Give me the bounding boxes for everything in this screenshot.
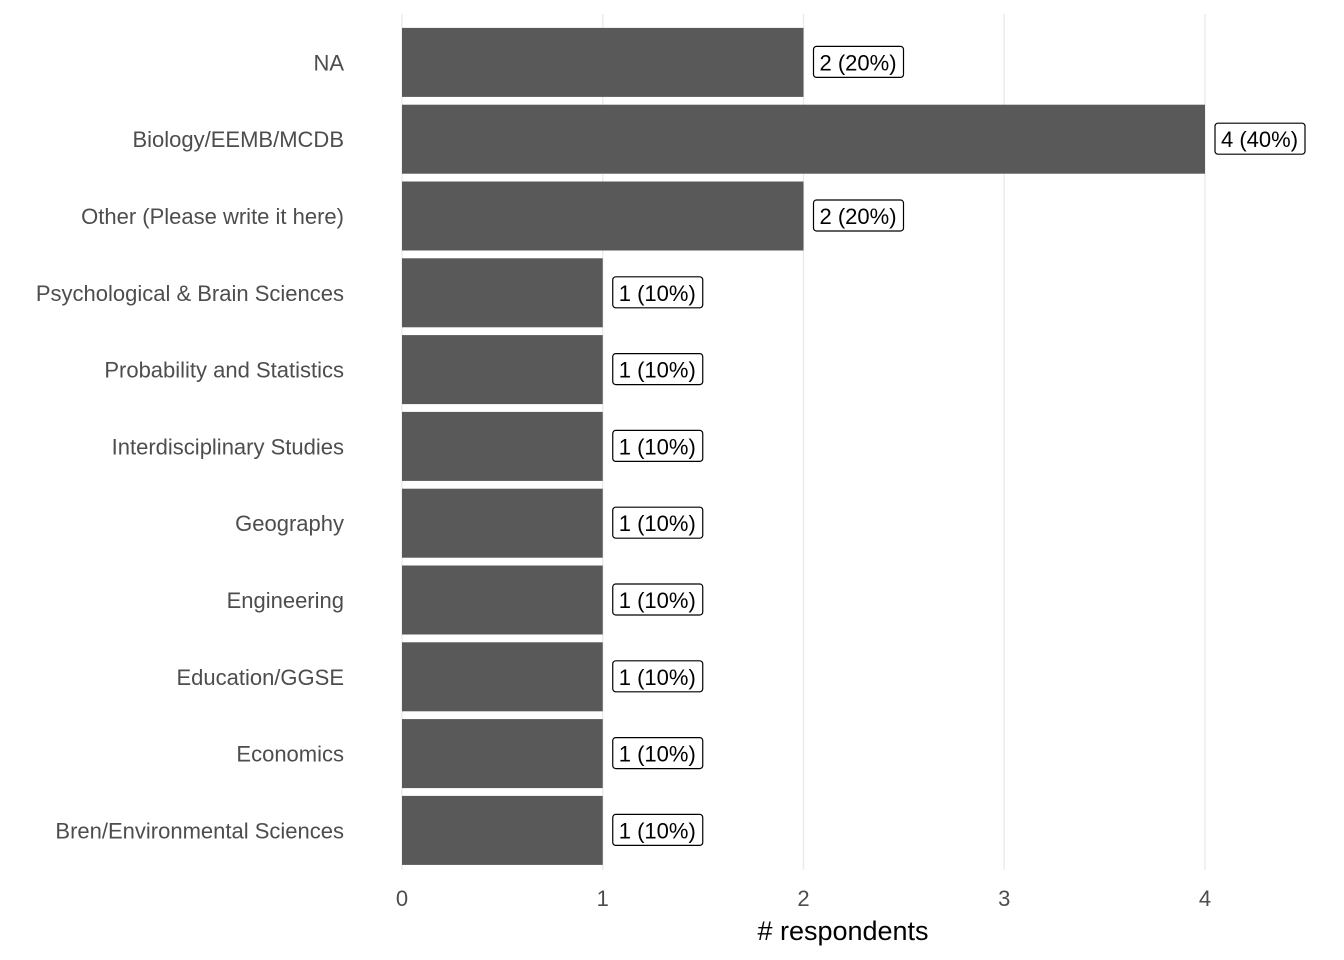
bar xyxy=(402,104,1205,174)
data-label-text: 1 (10%) xyxy=(619,434,696,459)
data-label: 1 (10%) xyxy=(612,276,704,309)
data-label-text: 1 (10%) xyxy=(619,818,696,843)
bar xyxy=(402,488,603,558)
data-label-box xyxy=(812,45,905,79)
data-label-text: 1 (10%) xyxy=(619,511,696,536)
x-tick-label: 3 xyxy=(998,886,1010,911)
category-label: Probability and Statistics xyxy=(104,358,344,383)
category-label: Economics xyxy=(236,742,344,767)
bar xyxy=(402,258,603,328)
data-label-text: 2 (20%) xyxy=(820,204,897,229)
category-label: Interdisciplinary Studies xyxy=(112,434,344,459)
bar xyxy=(402,719,603,789)
data-label: 1 (10%) xyxy=(612,813,704,847)
data-label-box xyxy=(812,199,905,232)
x-tick-label: 2 xyxy=(797,886,809,911)
data-label-text: 1 (10%) xyxy=(619,588,696,613)
data-label: 2 (20%) xyxy=(812,199,905,232)
category-label-layer: NA Biology/EEMB/MCDB Other (Please write i… xyxy=(36,50,344,843)
data-label: 1 (10%) xyxy=(612,429,704,462)
data-label-box xyxy=(612,583,704,616)
bar xyxy=(402,181,804,251)
category-label: Bren/Environmental Sciences xyxy=(55,818,344,843)
data-label: 1 (10%) xyxy=(612,583,704,616)
data-label-text: 1 (10%) xyxy=(619,665,696,690)
data-label-text: 1 (10%) xyxy=(619,358,696,383)
data-label-text: 1 (10%) xyxy=(619,281,696,306)
category-label: Education/GGSE xyxy=(176,665,344,690)
category-label: Geography xyxy=(235,511,344,536)
x-tick-layer: 0 1 2 3 4 xyxy=(396,886,1211,911)
data-label-text: 1 (10%) xyxy=(619,742,696,767)
bar xyxy=(402,642,603,712)
data-label-box xyxy=(612,276,704,309)
x-tick-label: 4 xyxy=(1199,886,1211,911)
data-label-text: 2 (20%) xyxy=(820,50,897,75)
data-label: 1 (10%) xyxy=(612,506,704,539)
bar xyxy=(402,335,603,405)
data-label-box xyxy=(1214,122,1306,155)
bar-layer xyxy=(402,27,1205,865)
category-label: Psychological & Brain Sciences xyxy=(36,281,344,306)
data-label: 2 (20%) xyxy=(812,45,905,79)
data-label-box xyxy=(612,353,704,386)
data-label-box xyxy=(612,660,704,693)
category-label: Other (Please write it here) xyxy=(81,204,344,229)
data-label-box xyxy=(612,429,704,462)
bar xyxy=(402,795,603,865)
data-label-box xyxy=(612,736,704,770)
category-label: NA xyxy=(313,50,344,75)
data-label: 1 (10%) xyxy=(612,736,704,770)
x-tick-label: 0 xyxy=(396,886,408,911)
data-label-box xyxy=(612,813,704,847)
data-label-box xyxy=(612,506,704,539)
bar xyxy=(402,27,804,97)
bar xyxy=(402,565,603,635)
data-label-text: 4 (40%) xyxy=(1221,127,1298,152)
category-label: Biology/EEMB/MCDB xyxy=(132,127,344,152)
data-label-layer: 2 (20%) 4 (40%) 2 (20%) 1 (10%) 1 (10%) 1 (10… xyxy=(612,45,1306,847)
x-tick-label: 1 xyxy=(597,886,609,911)
category-label: Engineering xyxy=(227,588,344,613)
bar xyxy=(402,411,603,481)
x-axis-title: # respondents xyxy=(757,916,928,946)
data-label: 1 (10%) xyxy=(612,353,704,386)
data-label: 4 (40%) xyxy=(1214,122,1306,155)
data-label: 1 (10%) xyxy=(612,660,704,693)
